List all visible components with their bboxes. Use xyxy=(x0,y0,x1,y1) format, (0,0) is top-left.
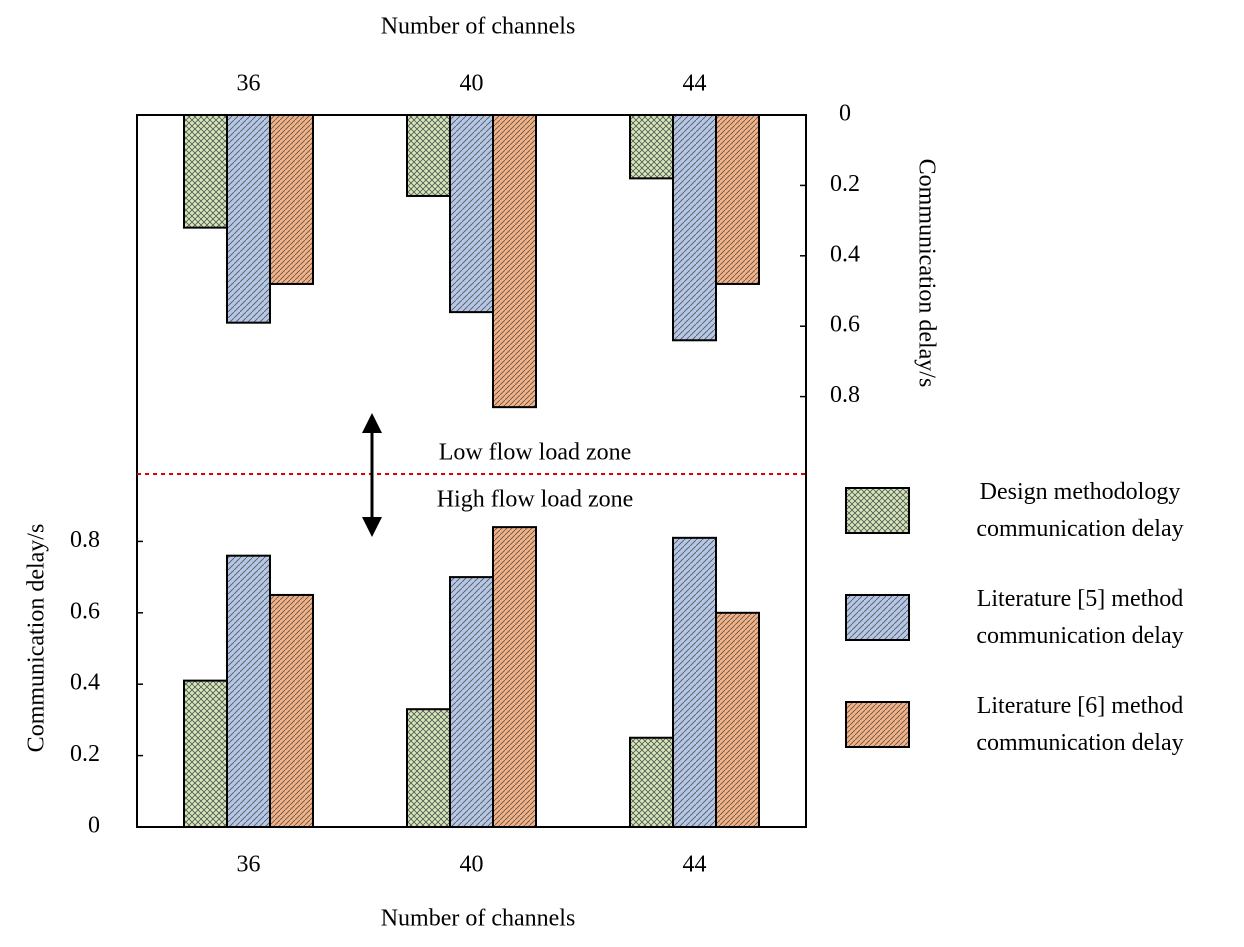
bar xyxy=(183,114,228,229)
x-tick-label: 40 xyxy=(460,852,484,878)
legend-label: Literature [5] method communication dela… xyxy=(976,586,1184,649)
y-tick-label: 0.4 xyxy=(70,670,100,696)
bar xyxy=(183,679,228,828)
bar xyxy=(629,114,674,180)
x-tick-label: 44 xyxy=(683,852,707,878)
bar xyxy=(672,114,717,342)
bar xyxy=(672,536,717,829)
y-axis-label: Communication delay/s xyxy=(913,159,939,388)
y-axis-label: Communication delay/s xyxy=(24,524,50,753)
arrow-head xyxy=(362,517,382,537)
y-tick-label: 0 xyxy=(839,101,851,127)
y-tick-label: 0.2 xyxy=(70,741,100,767)
y-tick-label: 0.8 xyxy=(830,382,860,408)
zone-label: High flow load zone xyxy=(437,487,634,513)
zone-label: Low flow load zone xyxy=(439,440,632,466)
legend-swatch xyxy=(845,487,910,534)
y-tick-label: 0.4 xyxy=(830,241,860,267)
x-tick-label: 44 xyxy=(683,71,707,97)
y-tick-label: 0.6 xyxy=(830,312,860,338)
legend-label: Literature [6] method communication dela… xyxy=(976,693,1184,756)
x-tick-label: 40 xyxy=(460,71,484,97)
x-tick-label: 36 xyxy=(237,852,261,878)
bar xyxy=(449,114,494,314)
bar xyxy=(715,611,760,828)
y-tick-label: 0 xyxy=(88,813,100,839)
x-tick-label: 36 xyxy=(237,71,261,97)
legend-swatch xyxy=(845,594,910,641)
bar xyxy=(492,114,537,409)
bar xyxy=(226,554,271,828)
bar xyxy=(715,114,760,285)
bar xyxy=(449,576,494,828)
bar xyxy=(629,736,674,828)
arrow-head xyxy=(362,413,382,433)
bar xyxy=(269,114,314,285)
x-axis-label: Number of channels xyxy=(381,14,576,40)
y-tick-label: 0.8 xyxy=(70,527,100,553)
bar xyxy=(406,114,451,197)
y-tick-label: 0.2 xyxy=(830,171,860,197)
legend-label: Design methodology communication delay xyxy=(976,479,1184,542)
bar xyxy=(226,114,271,324)
legend-swatch xyxy=(845,701,910,748)
bar xyxy=(269,593,314,829)
bar xyxy=(492,526,537,828)
bar xyxy=(406,708,451,828)
y-tick-label: 0.6 xyxy=(70,598,100,624)
x-axis-label: Number of channels xyxy=(381,906,576,932)
